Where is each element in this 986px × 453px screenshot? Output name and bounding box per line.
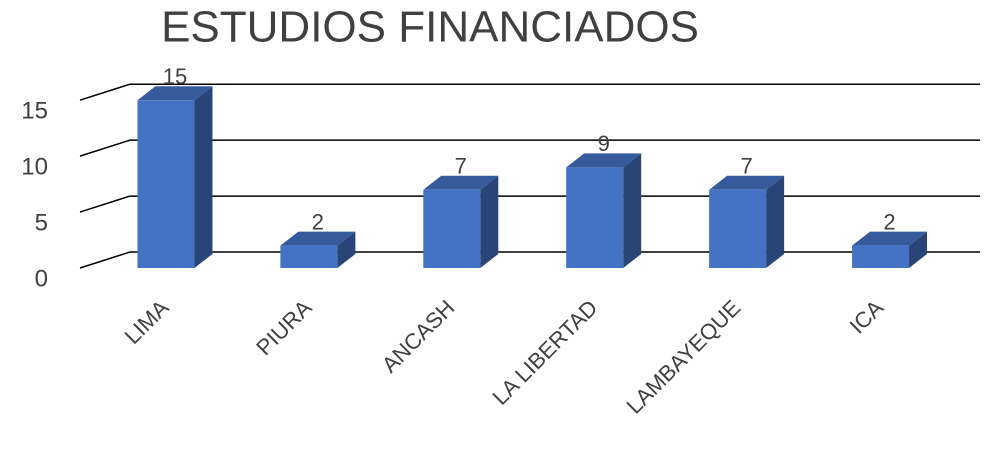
- bar: [852, 231, 928, 268]
- x-tick-label: LIMA: [120, 295, 174, 349]
- bar-side: [194, 86, 213, 268]
- bar-top: [566, 153, 642, 168]
- grid-line: [79, 251, 980, 269]
- bar-top: [852, 231, 928, 246]
- y-tick-label: 5: [35, 209, 48, 236]
- bar-front: [709, 189, 767, 268]
- x-tick-label: ICA: [845, 295, 889, 339]
- grid-line: [79, 83, 980, 101]
- value-label: 2: [312, 209, 324, 234]
- bar-top: [423, 175, 499, 190]
- value-label: 7: [741, 154, 753, 179]
- bar: [423, 175, 499, 268]
- bar: [709, 175, 785, 268]
- bar-side: [623, 153, 642, 268]
- bar-side: [337, 231, 356, 268]
- bar-front: [852, 245, 910, 268]
- bar-front: [423, 189, 481, 268]
- value-label: 7: [455, 154, 467, 179]
- bar-top: [280, 231, 356, 246]
- value-label: 15: [163, 64, 187, 89]
- bar: [280, 231, 356, 268]
- bar-front: [137, 100, 195, 268]
- y-tick-label: 10: [21, 153, 48, 180]
- bar-side: [766, 175, 785, 268]
- x-tick-label: LAMBAYEQUE: [622, 295, 746, 419]
- bar: [566, 153, 642, 268]
- y-tick-label: 0: [35, 265, 48, 292]
- bar-top: [137, 86, 213, 101]
- x-tick-label: LA LIBERTAD: [488, 295, 603, 410]
- bar-side: [909, 231, 928, 268]
- value-label: 9: [598, 131, 610, 156]
- bar-side: [480, 175, 499, 268]
- value-label: 2: [883, 209, 895, 234]
- bar: [137, 86, 213, 268]
- bar-front: [280, 245, 338, 268]
- chart-title: ESTUDIOS FINANCIADOS: [161, 3, 699, 52]
- x-tick-label: PIURA: [251, 295, 316, 360]
- x-tick-label: ANCASH: [377, 295, 460, 378]
- bar-top: [709, 175, 785, 190]
- grid-line: [79, 195, 980, 213]
- grid-line: [79, 139, 980, 157]
- bar-front: [566, 167, 624, 268]
- y-tick-label: 15: [21, 98, 48, 125]
